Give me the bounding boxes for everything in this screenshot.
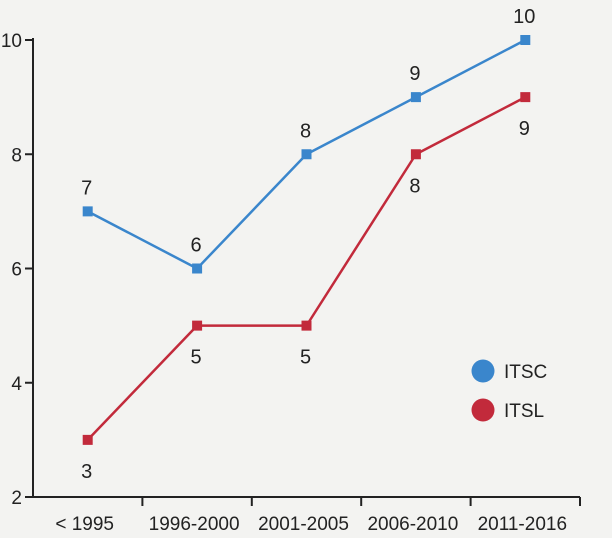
data-label: 3: [81, 461, 92, 483]
legend: ITSC ITSL: [471, 359, 547, 422]
data-point: [520, 35, 531, 45]
legend-label: ITSL: [504, 401, 544, 422]
data-point: [410, 149, 421, 160]
data-label: 9: [409, 63, 420, 85]
y-tick-label: 10: [1, 31, 22, 52]
y-tick-label: 4: [11, 374, 22, 395]
data-label: 9: [519, 118, 530, 140]
data-label: 10: [513, 6, 535, 28]
x-tick-label: < 1995: [55, 514, 114, 535]
data-point: [82, 434, 93, 445]
data-point: [301, 149, 312, 160]
x-tick-label: 2001-2005: [258, 514, 349, 535]
data-point: [410, 92, 421, 103]
x-tick-label: 1996-2000: [149, 514, 240, 535]
data-label: 6: [191, 235, 202, 257]
series-line-itsl: [86, 96, 526, 441]
axes: 2 4 6 8 10 < 1995 1996-2000 2001-2005 2006-2010 2…: [1, 31, 581, 535]
x-tick-label: 2006-2010: [367, 514, 458, 535]
data-label: 7: [81, 177, 92, 199]
legend-label: ITSC: [504, 362, 547, 383]
y-tick-label: 8: [11, 145, 22, 166]
data-point: [520, 92, 531, 103]
y-tick-label: 6: [11, 260, 22, 281]
data-label: 8: [409, 175, 420, 197]
data-point: [82, 206, 93, 217]
y-tick-label: 2: [11, 488, 22, 509]
data-label: 5: [191, 347, 202, 369]
series-lines: 7 6 8 9 10 3 5 5 8 9: [81, 6, 535, 483]
data-point: [301, 320, 312, 331]
data-label: 5: [300, 347, 311, 369]
x-tick-label: 2011-2016: [478, 514, 567, 535]
legend-marker: [471, 359, 495, 383]
legend-marker: [471, 398, 495, 422]
data-label: 8: [300, 120, 311, 142]
data-point: [192, 263, 203, 274]
data-point: [192, 320, 203, 331]
